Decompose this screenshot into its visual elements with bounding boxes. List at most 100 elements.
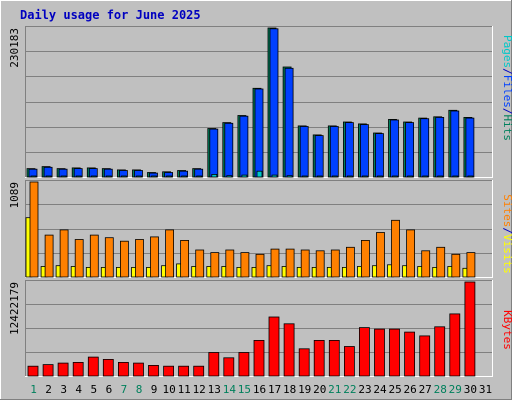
bar-pages-day-24 bbox=[377, 175, 383, 178]
bar-kbytes-day-24 bbox=[374, 328, 385, 377]
legend-entry: Visits bbox=[501, 234, 512, 274]
bar-pages-day-22 bbox=[346, 175, 353, 178]
bar-pages-day-16 bbox=[256, 170, 263, 178]
bar-kbytes-day-4 bbox=[72, 361, 84, 377]
bar-pages-day-15 bbox=[241, 174, 248, 178]
bar-pages-day-29 bbox=[452, 175, 459, 178]
x-tick-label-18: 18 bbox=[283, 383, 296, 396]
bar-kbytes-day-14 bbox=[223, 357, 235, 377]
bar-sites-day-29 bbox=[451, 253, 461, 278]
bar-pages-day-30 bbox=[467, 175, 474, 178]
bar-sites-day-6 bbox=[104, 237, 114, 278]
x-tick-label-23: 23 bbox=[358, 383, 371, 396]
bar-kbytes-day-3 bbox=[57, 362, 69, 377]
x-tick-label-15: 15 bbox=[238, 383, 251, 396]
bar-pages-day-11 bbox=[181, 175, 188, 178]
bar-files-day-19 bbox=[299, 126, 309, 178]
bar-pages-day-20 bbox=[316, 175, 323, 178]
x-tick-label-20: 20 bbox=[313, 383, 326, 396]
bar-sites-day-15 bbox=[240, 252, 250, 278]
x-tick-label-17: 17 bbox=[268, 383, 281, 396]
bar-kbytes-day-12 bbox=[193, 365, 205, 377]
bar-files-day-18 bbox=[284, 67, 294, 178]
bar-sites-day-11 bbox=[180, 239, 190, 278]
bar-sites-day-27 bbox=[421, 250, 431, 278]
x-tick-label-3: 3 bbox=[60, 383, 67, 396]
x-tick-label-26: 26 bbox=[403, 383, 416, 396]
bar-files-day-26 bbox=[405, 122, 415, 178]
bar-sites-day-9 bbox=[150, 236, 159, 278]
bar-kbytes-day-1 bbox=[27, 365, 39, 377]
x-tick-label-22: 22 bbox=[343, 383, 356, 396]
x-tick-label-12: 12 bbox=[193, 383, 206, 396]
legend: Sites/Visits bbox=[501, 194, 512, 274]
bar-files-day-25 bbox=[390, 119, 399, 178]
bar-pages-day-1 bbox=[30, 175, 37, 178]
bar-sites-day-18 bbox=[285, 248, 295, 278]
bar-kbytes-day-21 bbox=[328, 339, 340, 377]
x-tick-label-24: 24 bbox=[373, 383, 387, 396]
bar-pages-day-27 bbox=[422, 175, 429, 178]
bar-kbytes-day-28 bbox=[434, 326, 446, 377]
bar-pages-day-8 bbox=[136, 175, 142, 178]
bar-kbytes-day-22 bbox=[343, 346, 355, 377]
bar-sites-day-8 bbox=[135, 239, 144, 278]
bar-sites-day-7 bbox=[120, 240, 129, 278]
legend-entry: Hits bbox=[501, 115, 512, 142]
bar-kbytes-day-30 bbox=[464, 281, 476, 377]
x-tick-label-10: 10 bbox=[162, 383, 175, 396]
bar-sites-day-16 bbox=[255, 253, 265, 278]
bar-files-day-30 bbox=[465, 117, 475, 178]
bar-files-day-29 bbox=[450, 110, 460, 178]
x-tick-label-29: 29 bbox=[449, 383, 462, 396]
bar-kbytes-day-17 bbox=[268, 316, 280, 377]
x-tick-label-28: 28 bbox=[434, 383, 447, 396]
bar-files-day-16 bbox=[254, 88, 264, 178]
bar-files-day-13 bbox=[209, 128, 219, 178]
bar-kbytes-day-19 bbox=[298, 348, 310, 377]
x-tick-label-7: 7 bbox=[121, 383, 128, 396]
bar-pages-day-4 bbox=[75, 175, 82, 178]
bar-files-day-27 bbox=[420, 118, 430, 178]
bar-pages-day-9 bbox=[151, 175, 157, 178]
bar-pages-day-12 bbox=[196, 175, 203, 178]
x-tick-label-11: 11 bbox=[178, 383, 191, 396]
x-axis: 1 2 3 4 5 6 7 8 9 10 11 12 13 14 15 16 17 18 19 20 21 22 23 24 2… bbox=[30, 383, 492, 396]
bar-pages-day-28 bbox=[437, 175, 444, 178]
bar-pages-day-21 bbox=[331, 175, 338, 178]
x-tick-label-27: 27 bbox=[419, 383, 432, 396]
bar-sites-day-2 bbox=[44, 234, 54, 278]
legend-entry: / bbox=[501, 68, 512, 75]
bar-kbytes-day-15 bbox=[238, 352, 250, 377]
x-tick-label-31: 31 bbox=[479, 383, 492, 396]
panels-layer: 230183Pages/Files/Hits1089Sites/Visits12… bbox=[8, 26, 512, 377]
bar-pages-day-18 bbox=[286, 175, 293, 178]
bar-kbytes-day-16 bbox=[253, 339, 265, 377]
bar-sites-day-10 bbox=[165, 229, 175, 278]
chart-title: Daily usage for June 2025 bbox=[20, 8, 201, 22]
x-tick-label-13: 13 bbox=[208, 383, 221, 396]
bar-sites-day-21 bbox=[330, 249, 340, 278]
x-tick-label-4: 4 bbox=[75, 383, 82, 396]
legend-entry: Pages bbox=[501, 35, 512, 68]
bar-kbytes-day-7 bbox=[118, 361, 129, 377]
bar-pages-day-2 bbox=[45, 175, 52, 178]
bar-sites-day-26 bbox=[406, 229, 416, 278]
bar-files-day-14 bbox=[224, 122, 234, 178]
legend-entry: KBytes bbox=[501, 310, 512, 350]
x-tick-label-9: 9 bbox=[151, 383, 158, 396]
bar-sites-day-1 bbox=[29, 181, 39, 278]
bar-files-day-24 bbox=[375, 133, 384, 178]
bar-pages-day-13 bbox=[211, 173, 218, 178]
bar-pages-day-23 bbox=[361, 175, 368, 178]
x-tick-label-5: 5 bbox=[90, 383, 97, 396]
bar-kbytes-day-8 bbox=[133, 362, 144, 377]
bar-sites-day-20 bbox=[315, 250, 325, 278]
bar-sites-day-22 bbox=[345, 246, 355, 278]
bar-files-day-22 bbox=[344, 122, 354, 178]
bar-pages-day-19 bbox=[301, 175, 308, 178]
bar-sites-day-13 bbox=[210, 252, 220, 278]
